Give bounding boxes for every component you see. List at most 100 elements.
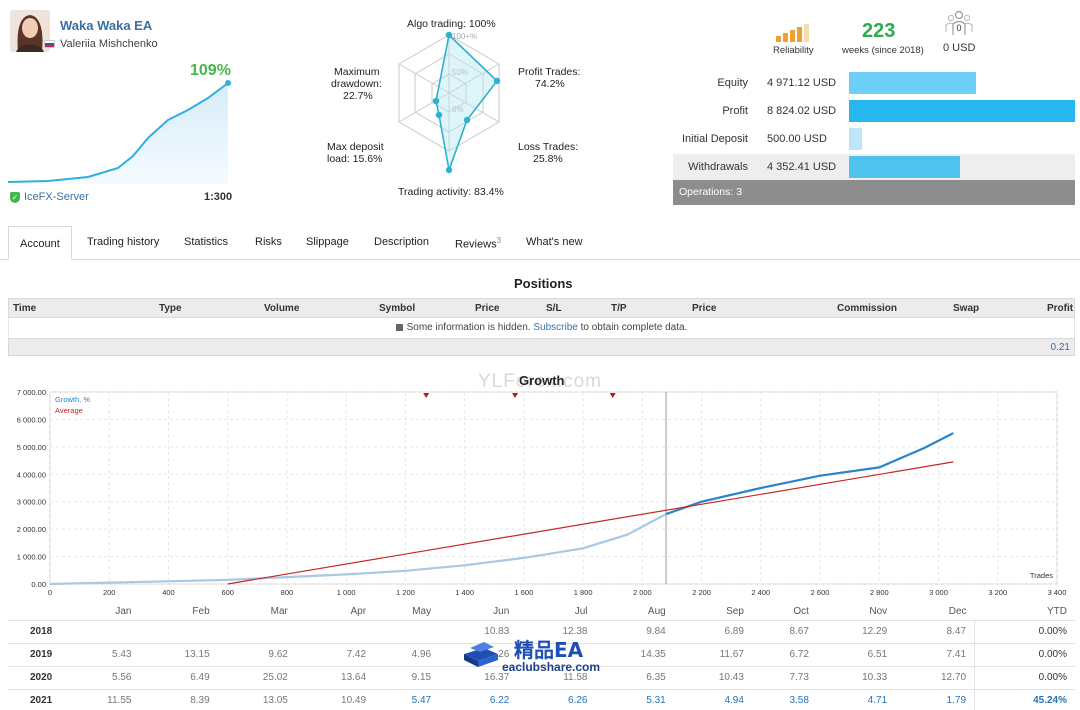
stat-row-profit: Profit 8 824.02 USD: [673, 98, 1075, 124]
stat-value: 8 824.02 USD: [767, 105, 837, 117]
x-tick-label: 3 200: [988, 588, 1007, 597]
tab-risks[interactable]: Risks: [255, 236, 282, 248]
y-tick-label: 0.00: [31, 580, 46, 589]
radar-label-drawdown: Maximum: [334, 66, 380, 78]
x-tick-label: 2 800: [870, 588, 889, 597]
russia-flag-icon: [44, 40, 55, 48]
x-tick-label: 600: [221, 588, 234, 597]
y-tick-label: 6 000.00: [17, 415, 46, 424]
month-header: Jul: [517, 603, 596, 621]
month-value: 10.49: [295, 689, 375, 710]
stat-bar: [849, 100, 1075, 122]
radar-value-loss: 25.8%: [533, 153, 563, 165]
year-cell: 2018: [8, 620, 63, 644]
tab-account[interactable]: Account: [8, 226, 72, 260]
server-badge[interactable]: ✓ IceFX-Server: [10, 191, 89, 203]
radar-ring-50: 50%: [452, 68, 468, 77]
month-value: 5.31: [595, 689, 674, 710]
subscriber-value: 0 USD: [943, 42, 976, 54]
author-avatar[interactable]: [10, 10, 50, 52]
month-value: 6.89: [673, 620, 752, 644]
stat-bar: [849, 128, 862, 150]
month-value: 8.67: [751, 620, 817, 644]
month-value: 9.62: [217, 643, 296, 667]
risk-radar-chart: 100+% 50% 0%: [398, 31, 501, 174]
ytd-value: 0.00%: [974, 666, 1075, 690]
month-value: 13.05: [217, 689, 296, 710]
month-value: 5.56: [63, 666, 140, 690]
month-value: [139, 620, 218, 644]
month-value: 11.58: [517, 666, 596, 690]
month-value: 8.47: [895, 620, 975, 644]
tab-description[interactable]: Description: [374, 236, 430, 248]
growth-chart: 0.00 1 000.00 2 000.00 3 000.00 4 000.00 5 00…: [17, 388, 1067, 597]
month-header: May: [374, 603, 440, 621]
lock-icon: [395, 324, 403, 331]
yearly-returns-table: Jan Feb Mar Apr May Jun Jul Aug Sep Oct Nov Dec YTD …: [8, 603, 1075, 710]
month-value: 7.41: [895, 643, 975, 667]
ea-title[interactable]: Waka Waka EA: [60, 18, 153, 33]
radar-label-algo: Algo trading: 100%: [407, 18, 496, 30]
month-value: 6.26: [517, 689, 596, 710]
col-symbol: Symbol: [379, 303, 416, 314]
x-tick-label: 800: [281, 588, 294, 597]
tab-whats-new[interactable]: What's new: [526, 236, 583, 248]
ylforex-watermark: YLForex.com: [478, 371, 602, 392]
reliability-label: Reliability: [773, 45, 814, 56]
subscribers-count: 0: [956, 23, 961, 33]
radar-value-drawdown: 22.7%: [343, 90, 373, 102]
month-value: [295, 620, 375, 644]
month-value: 9.15: [374, 666, 440, 690]
y-tick-label: 4 000.00: [17, 470, 46, 479]
radar-label-loss: Loss Trades:: [518, 141, 579, 153]
author-row: Valeriia Mishchenko: [44, 38, 158, 50]
month-header: Feb: [139, 603, 218, 621]
month-value: 1.79: [895, 689, 975, 710]
stat-row-equity: Equity 4 971.12 USD: [673, 70, 1075, 96]
average-line: [227, 461, 954, 585]
month-header: Aug: [595, 603, 674, 621]
x-tick-label: 2 600: [811, 588, 830, 597]
month-value: 16.37: [439, 666, 518, 690]
y-tick-label: 5 000.00: [17, 443, 46, 452]
month-value: 4.96: [374, 643, 440, 667]
month-value: 13.15: [139, 643, 218, 667]
month-header: Dec: [895, 603, 975, 621]
x-tick-label: 200: [103, 588, 116, 597]
month-value: 5.43: [63, 643, 140, 667]
reviews-count: 3: [496, 236, 502, 245]
tab-statistics[interactable]: Statistics: [184, 236, 229, 248]
month-header: Sep: [673, 603, 752, 621]
month-value: 11.67: [673, 643, 752, 667]
mini-growth-chart: [8, 80, 231, 184]
logo-chinese-text: 精品EA: [514, 638, 584, 662]
col-price-close: Price: [692, 303, 717, 314]
subscribe-link[interactable]: Subscribe: [533, 322, 578, 333]
y-tick-label: 7 000.00: [17, 388, 46, 397]
month-value: 6.72: [751, 643, 817, 667]
x-tick-label: 3 000: [929, 588, 948, 597]
x-tick-label: 1 000: [337, 588, 356, 597]
ytd-header: YTD: [974, 603, 1075, 621]
stat-value: 500.00 USD: [767, 133, 827, 145]
col-profit: Profit: [1047, 303, 1074, 314]
stat-bar: [849, 72, 976, 94]
year-cell: 2020: [8, 666, 63, 690]
x-axis-label: Trades: [1030, 571, 1053, 580]
tab-trading-history[interactable]: Trading history: [87, 236, 160, 248]
stat-bar: [849, 156, 960, 178]
tab-bar: Account Trading history Statistics Risks…: [0, 226, 1080, 260]
month-value: 7.73: [751, 666, 817, 690]
yearly-header: Jan Feb Mar Apr May Jun Jul Aug Sep Oct Nov Dec YTD: [8, 603, 1075, 621]
tab-slippage[interactable]: Slippage: [306, 236, 349, 248]
author-name[interactable]: Valeriia Mishchenko: [60, 38, 158, 50]
month-value: 8.39: [139, 689, 218, 710]
tab-reviews[interactable]: Reviews3: [455, 236, 501, 251]
month-header: Jun: [439, 603, 518, 621]
stat-name: Withdrawals: [688, 161, 748, 173]
growth-percent: 109%: [190, 62, 231, 79]
year-row: 2019 5.43 13.15 9.62 7.42 4.96 26 14.35 11.67 6.7…: [8, 643, 1075, 667]
leverage: 1:300: [204, 191, 233, 203]
withdrawal-marker: [609, 393, 616, 398]
month-header: Jan: [63, 603, 140, 621]
